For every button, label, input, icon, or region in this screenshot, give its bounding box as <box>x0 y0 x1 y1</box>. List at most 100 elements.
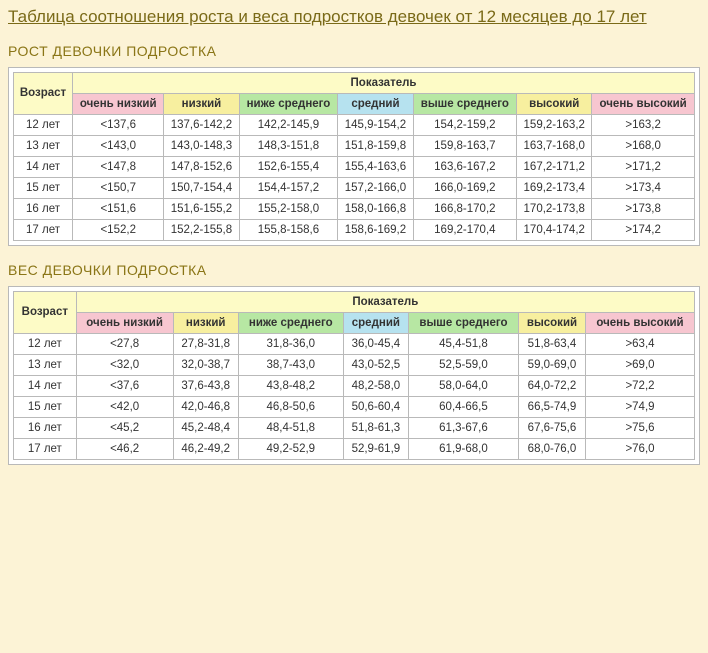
cell-age: 13 лет <box>14 354 77 375</box>
cell-very-high: >171,2 <box>592 156 695 177</box>
cell-age: 12 лет <box>14 333 77 354</box>
cell-age: 15 лет <box>14 177 73 198</box>
cell-above-avg: 60,4-66,5 <box>408 396 518 417</box>
table-row: 17 лет<46,246,2-49,249,2-52,952,9-61,961… <box>14 438 695 459</box>
col-low: низкий <box>173 312 238 333</box>
cell-low: 137,6-142,2 <box>164 114 239 135</box>
col-avg: средний <box>343 312 408 333</box>
cell-avg: 158,6-169,2 <box>338 219 413 240</box>
cell-avg: 48,2-58,0 <box>343 375 408 396</box>
cell-below-avg: 46,8-50,6 <box>238 396 343 417</box>
cell-age: 14 лет <box>14 156 73 177</box>
cell-very-low: <42,0 <box>76 396 173 417</box>
cell-avg: 155,4-163,6 <box>338 156 413 177</box>
cell-avg: 36,0-45,4 <box>343 333 408 354</box>
cell-above-avg: 154,2-159,2 <box>413 114 517 135</box>
cell-low: 27,8-31,8 <box>173 333 238 354</box>
cell-below-avg: 155,2-158,0 <box>239 198 338 219</box>
data-table: ВозрастПоказательочень низкийнизкийниже … <box>13 291 695 460</box>
col-very-low: очень низкий <box>73 93 164 114</box>
col-above-avg: выше среднего <box>408 312 518 333</box>
cell-very-low: <152,2 <box>73 219 164 240</box>
cell-below-avg: 49,2-52,9 <box>238 438 343 459</box>
cell-very-high: >74,9 <box>586 396 695 417</box>
table-row: 12 лет<137,6137,6-142,2142,2-145,9145,9-… <box>14 114 695 135</box>
cell-very-low: <32,0 <box>76 354 173 375</box>
table-row: 14 лет<147,8147,8-152,6152,6-155,4155,4-… <box>14 156 695 177</box>
cell-low: 42,0-46,8 <box>173 396 238 417</box>
cell-high: 59,0-69,0 <box>518 354 585 375</box>
cell-above-avg: 52,5-59,0 <box>408 354 518 375</box>
cell-above-avg: 159,8-163,7 <box>413 135 517 156</box>
cell-below-avg: 38,7-43,0 <box>238 354 343 375</box>
col-low: низкий <box>164 93 239 114</box>
cell-avg: 52,9-61,9 <box>343 438 408 459</box>
col-age: Возраст <box>14 72 73 114</box>
cell-very-high: >63,4 <box>586 333 695 354</box>
cell-very-low: <143,0 <box>73 135 164 156</box>
cell-above-avg: 166,8-170,2 <box>413 198 517 219</box>
cell-age: 14 лет <box>14 375 77 396</box>
cell-very-high: >173,4 <box>592 177 695 198</box>
col-above-avg: выше среднего <box>413 93 517 114</box>
cell-above-avg: 45,4-51,8 <box>408 333 518 354</box>
cell-very-high: >163,2 <box>592 114 695 135</box>
cell-high: 170,2-173,8 <box>517 198 592 219</box>
cell-high: 68,0-76,0 <box>518 438 585 459</box>
section-header: РОСТ ДЕВОЧКИ ПОДРОСТКА <box>8 43 700 59</box>
cell-below-avg: 142,2-145,9 <box>239 114 338 135</box>
cell-avg: 157,2-166,0 <box>338 177 413 198</box>
cell-high: 167,2-171,2 <box>517 156 592 177</box>
table-row: 15 лет<42,042,0-46,846,8-50,650,6-60,460… <box>14 396 695 417</box>
cell-above-avg: 166,0-169,2 <box>413 177 517 198</box>
table-row: 13 лет<32,032,0-38,738,7-43,043,0-52,552… <box>14 354 695 375</box>
col-avg: средний <box>338 93 413 114</box>
cell-below-avg: 31,8-36,0 <box>238 333 343 354</box>
cell-age: 16 лет <box>14 198 73 219</box>
cell-avg: 51,8-61,3 <box>343 417 408 438</box>
cell-high: 66,5-74,9 <box>518 396 585 417</box>
cell-very-high: >75,6 <box>586 417 695 438</box>
cell-avg: 158,0-166,8 <box>338 198 413 219</box>
cell-age: 12 лет <box>14 114 73 135</box>
cell-very-high: >173,8 <box>592 198 695 219</box>
table-wrap: ВозрастПоказательочень низкийнизкийниже … <box>8 286 700 465</box>
table-wrap: ВозрастПоказательочень низкийнизкийниже … <box>8 67 700 246</box>
cell-very-low: <45,2 <box>76 417 173 438</box>
table-row: 16 лет<45,245,2-48,448,4-51,851,8-61,361… <box>14 417 695 438</box>
cell-very-high: >76,0 <box>586 438 695 459</box>
col-very-high: очень высокий <box>586 312 695 333</box>
cell-above-avg: 61,9-68,0 <box>408 438 518 459</box>
cell-low: 45,2-48,4 <box>173 417 238 438</box>
cell-age: 13 лет <box>14 135 73 156</box>
cell-low: 46,2-49,2 <box>173 438 238 459</box>
cell-avg: 43,0-52,5 <box>343 354 408 375</box>
page-title-link[interactable]: Таблица соотношения роста и веса подрост… <box>8 6 647 29</box>
table-row: 12 лет<27,827,8-31,831,8-36,036,0-45,445… <box>14 333 695 354</box>
col-high: высокий <box>518 312 585 333</box>
cell-low: 152,2-155,8 <box>164 219 239 240</box>
cell-low: 150,7-154,4 <box>164 177 239 198</box>
cell-low: 37,6-43,8 <box>173 375 238 396</box>
table-row: 14 лет<37,637,6-43,843,8-48,248,2-58,058… <box>14 375 695 396</box>
col-very-high: очень высокий <box>592 93 695 114</box>
col-high: высокий <box>517 93 592 114</box>
cell-very-low: <27,8 <box>76 333 173 354</box>
col-age: Возраст <box>14 291 77 333</box>
cell-very-low: <46,2 <box>76 438 173 459</box>
cell-very-high: >69,0 <box>586 354 695 375</box>
cell-very-low: <151,6 <box>73 198 164 219</box>
cell-high: 51,8-63,4 <box>518 333 585 354</box>
cell-age: 15 лет <box>14 396 77 417</box>
tables-container: РОСТ ДЕВОЧКИ ПОДРОСТКАВозрастПоказательо… <box>8 43 700 465</box>
cell-avg: 145,9-154,2 <box>338 114 413 135</box>
data-table: ВозрастПоказательочень низкийнизкийниже … <box>13 72 695 241</box>
table-row: 17 лет<152,2152,2-155,8155,8-158,6158,6-… <box>14 219 695 240</box>
col-below-avg: ниже среднего <box>238 312 343 333</box>
cell-avg: 151,8-159,8 <box>338 135 413 156</box>
cell-below-avg: 152,6-155,4 <box>239 156 338 177</box>
cell-high: 64,0-72,2 <box>518 375 585 396</box>
cell-low: 151,6-155,2 <box>164 198 239 219</box>
col-indicator: Показатель <box>76 291 694 312</box>
cell-very-low: <137,6 <box>73 114 164 135</box>
